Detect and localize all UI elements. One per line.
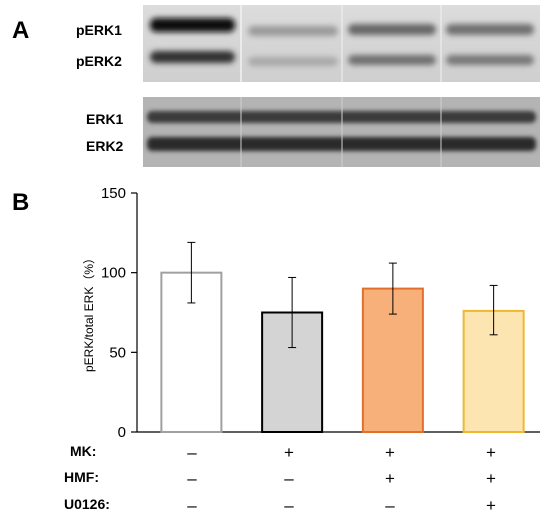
condition-row-mk: MK: – + + + — [70, 443, 496, 462]
bar-chart: pERK/total ERK（%） 0 50 100 150 — [82, 185, 540, 441]
row-label-hmf: HMF: — [64, 469, 99, 485]
sign-hmf-1: – — [187, 469, 197, 488]
y-tick-label: 50 — [109, 344, 126, 361]
condition-table: MK: – + + + HMF: – – + + U0126: – – – + — [64, 443, 496, 515]
sign-u0126-2: – — [284, 496, 294, 515]
sign-hmf-2: – — [284, 469, 294, 488]
panel-b-label: B — [12, 189, 29, 216]
sign-mk-4: + — [486, 443, 496, 462]
bar — [160, 271, 223, 433]
y-tick-label: 100 — [101, 265, 126, 282]
y-tick-label: 0 — [118, 424, 126, 441]
sign-u0126-1: – — [187, 496, 197, 515]
pERK-blot — [143, 5, 540, 82]
ERK1-label: ERK1 — [86, 111, 124, 127]
sign-u0126-4: + — [486, 496, 496, 515]
condition-row-u0126: U0126: – – – + — [64, 496, 496, 515]
sign-hmf-4: + — [486, 469, 496, 488]
row-label-mk: MK: — [70, 443, 96, 459]
row-label-u0126: U0126: — [64, 496, 110, 512]
ERK-blot — [143, 97, 540, 167]
panel-a-label: A — [12, 17, 29, 44]
y-axis-label: pERK/total ERK（%） — [82, 252, 96, 372]
pERK2-label: pERK2 — [76, 53, 122, 69]
sign-mk-3: + — [385, 443, 395, 462]
sign-hmf-3: + — [385, 469, 395, 488]
y-tick-label: 150 — [101, 185, 126, 202]
condition-row-hmf: HMF: – – + + — [64, 469, 496, 488]
sign-mk-1: – — [187, 443, 197, 462]
sign-mk-2: + — [284, 443, 294, 462]
pERK1-label: pERK1 — [76, 22, 122, 38]
sign-u0126-3: – — [385, 496, 395, 515]
ERK2-label: ERK2 — [86, 138, 124, 154]
